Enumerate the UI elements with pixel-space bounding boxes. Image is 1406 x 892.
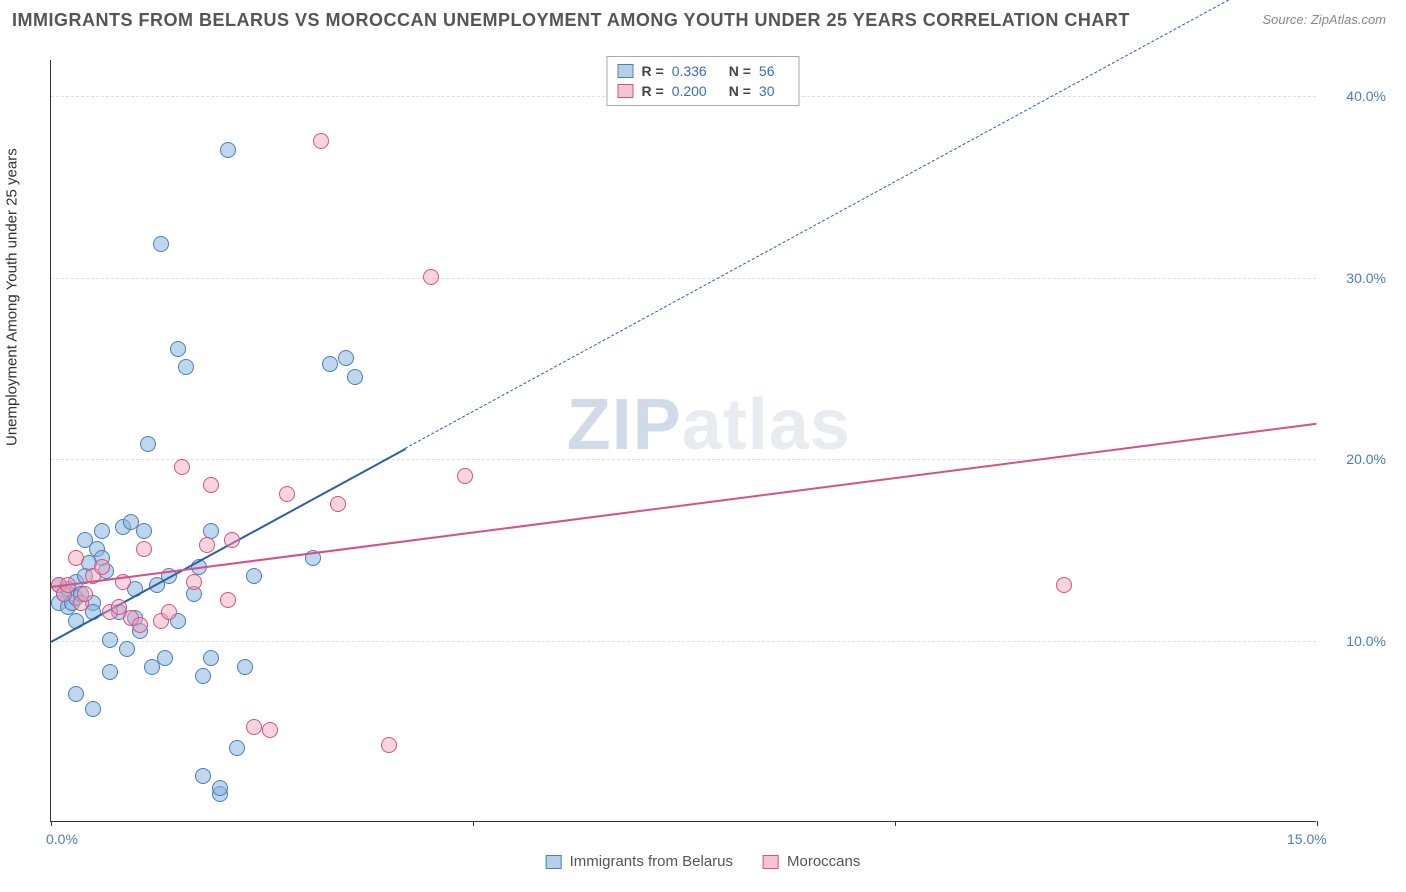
chart-title: IMMIGRANTS FROM BELARUS VS MOROCCAN UNEM… [12,10,1130,31]
data-point-belarus [229,740,245,756]
x-tick [473,821,474,826]
y-tick-label: 40.0% [1346,88,1386,104]
data-point-belarus [94,523,110,539]
data-point-belarus [136,523,152,539]
data-point-belarus [246,568,262,584]
data-point-moroccans [457,468,473,484]
data-point-moroccans [1056,577,1072,593]
data-point-belarus [170,341,186,357]
correlation-chart: IMMIGRANTS FROM BELARUS VS MOROCCAN UNEM… [0,0,1406,892]
data-point-moroccans [279,486,295,502]
data-point-moroccans [381,737,397,753]
legend-item: Immigrants from Belarus [546,853,733,870]
correlation-legend: R = 0.336N = 56R = 0.200N = 30 [607,56,800,106]
data-point-belarus [178,359,194,375]
legend-swatch [618,64,634,78]
legend-item: Moroccans [763,853,860,870]
data-point-moroccans [132,617,148,633]
watermark: ZIPatlas [567,384,851,466]
gridline [51,459,1316,460]
data-point-belarus [195,768,211,784]
data-point-belarus [347,369,363,385]
data-point-moroccans [136,541,152,557]
x-tick-label: 15.0% [1287,831,1327,847]
data-point-belarus [153,236,169,252]
legend-row: R = 0.336N = 56 [618,61,789,81]
data-point-belarus [195,668,211,684]
data-point-belarus [119,641,135,657]
y-tick-label: 30.0% [1346,270,1386,286]
x-tick [895,821,896,826]
data-point-belarus [203,650,219,666]
y-tick-label: 10.0% [1346,633,1386,649]
data-point-moroccans [161,604,177,620]
data-point-moroccans [262,722,278,738]
data-point-moroccans [313,133,329,149]
data-point-belarus [102,664,118,680]
legend-row: R = 0.200N = 30 [618,81,789,101]
data-point-moroccans [246,719,262,735]
data-point-moroccans [186,574,202,590]
x-tick [51,821,52,826]
gridline [51,278,1316,279]
regression-line-belarus-extrapolated [405,0,1317,448]
x-tick [1317,821,1318,826]
data-point-belarus [68,686,84,702]
y-axis-label: Unemployment Among Youth under 25 years [4,148,21,446]
plot-area: ZIPatlas 10.0%20.0%30.0%40.0%0.0%15.0% [50,60,1316,822]
regression-line-moroccans [51,423,1317,588]
y-tick-label: 20.0% [1346,451,1386,467]
data-point-belarus [157,650,173,666]
data-point-moroccans [77,586,93,602]
data-point-moroccans [174,459,190,475]
data-point-moroccans [330,496,346,512]
data-point-moroccans [199,537,215,553]
source-attribution: Source: ZipAtlas.com [1262,12,1386,27]
legend-swatch [763,855,779,869]
legend-swatch [546,855,562,869]
data-point-moroccans [224,532,240,548]
data-point-moroccans [68,550,84,566]
data-point-belarus [102,632,118,648]
data-point-moroccans [203,477,219,493]
data-point-moroccans [423,269,439,285]
data-point-belarus [338,350,354,366]
data-point-belarus [85,701,101,717]
data-point-belarus [237,659,253,675]
legend-swatch [618,84,634,98]
gridline [51,641,1316,642]
data-point-belarus [220,142,236,158]
x-tick-label: 0.0% [46,831,78,847]
data-point-belarus [212,780,228,796]
series-legend: Immigrants from Belarus Moroccans [546,853,861,870]
data-point-moroccans [220,592,236,608]
data-point-moroccans [94,559,110,575]
data-point-belarus [140,436,156,452]
data-point-belarus [322,356,338,372]
